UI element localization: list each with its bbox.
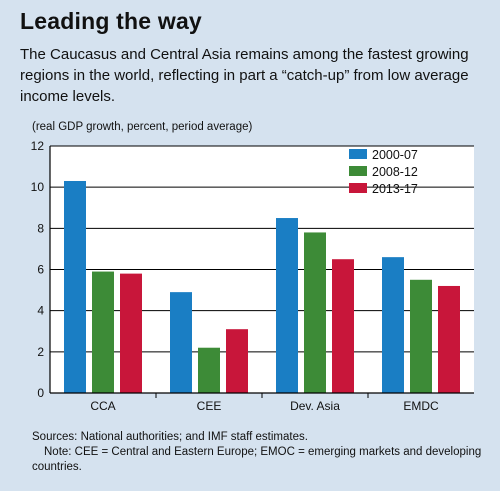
legend: 2000-07 2008-12 2013-17	[349, 148, 418, 196]
y-tick-label: 8	[37, 221, 44, 235]
bar-cca-2013-17	[120, 273, 142, 393]
sources-footnote: Sources: National authorities; and IMF s…	[32, 430, 492, 475]
sources-text: Sources: National authorities; and IMF s…	[32, 431, 308, 443]
y-tick-label: 12	[31, 139, 45, 153]
bar-cca-2008-12	[92, 271, 114, 393]
x-category-label: Dev. Asia	[290, 399, 340, 413]
units-label: (real GDP growth, percent, period averag…	[32, 121, 253, 133]
x-category-labels: CCA CEE Dev. Asia EMDC	[90, 399, 439, 413]
bar-cee-2008-12	[198, 347, 220, 393]
y-tick-label: 0	[37, 386, 44, 400]
y-tick-labels: 0 2 4 6 8 10 12	[31, 139, 45, 400]
bar-emdc-2008-12	[410, 279, 432, 393]
bar-emdc-2000-07	[382, 257, 404, 393]
chart-title: Leading the way	[20, 8, 202, 34]
bars	[64, 180, 460, 393]
bar-emdc-2013-17	[438, 285, 460, 393]
legend-swatch	[349, 166, 367, 176]
bar-dev-asia-2013-17	[332, 259, 354, 393]
legend-swatch	[349, 149, 367, 159]
x-category-label: CEE	[197, 399, 222, 413]
y-tick-label: 6	[37, 263, 44, 277]
legend-label: 2000-07	[372, 148, 418, 162]
legend-swatch	[349, 183, 367, 193]
bar-dev-asia-2008-12	[304, 232, 326, 393]
y-tick-label: 2	[37, 345, 44, 359]
y-tick-label: 4	[37, 304, 44, 318]
bar-cee-2013-17	[226, 329, 248, 393]
note-text: Note: CEE = Central and Eastern Europe; …	[32, 446, 482, 473]
legend-label: 2013-17	[372, 182, 418, 196]
bar-dev-asia-2000-07	[276, 218, 298, 393]
y-tick-label: 10	[31, 180, 45, 194]
x-category-label: CCA	[90, 399, 115, 413]
bar-cca-2000-07	[64, 180, 86, 393]
chart-subtitle: The Caucasus and Central Asia remains am…	[20, 46, 469, 105]
axes	[49, 146, 474, 398]
x-category-label: EMDC	[403, 399, 439, 413]
legend-label: 2008-12	[372, 165, 418, 179]
bar-cee-2000-07	[170, 292, 192, 393]
